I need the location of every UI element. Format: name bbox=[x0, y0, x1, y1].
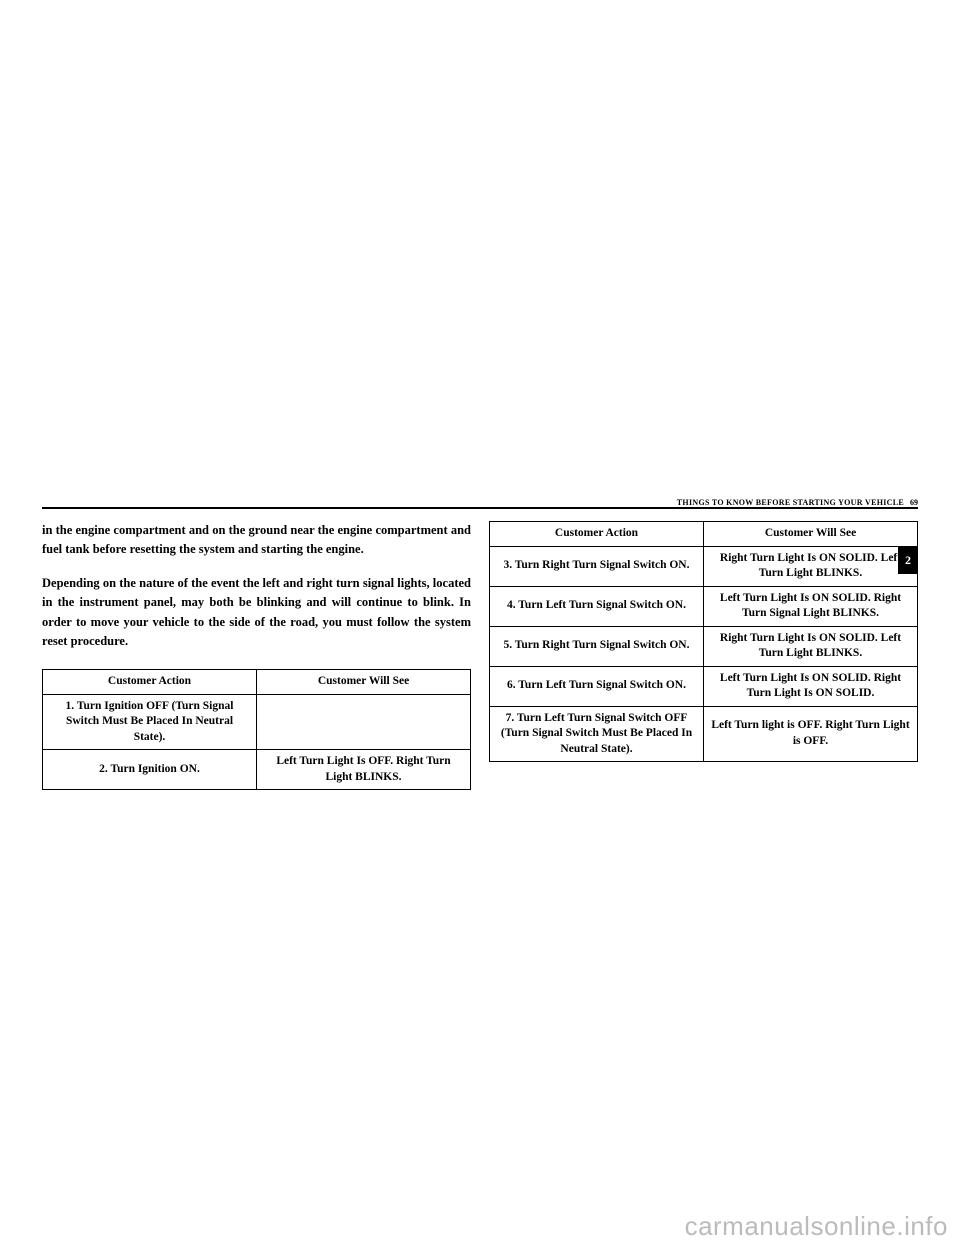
right-column: Customer Action Customer Will See 3. Tur… bbox=[489, 521, 918, 790]
chapter-tab-number: 2 bbox=[905, 553, 911, 568]
left-column: in the engine compartment and on the gro… bbox=[42, 521, 471, 790]
cell-see bbox=[257, 694, 471, 750]
header-divider bbox=[42, 507, 918, 509]
cell-see: Left Turn Light Is ON SOLID. Right Turn … bbox=[704, 586, 918, 626]
table-row: 3. Turn Right Turn Signal Switch ON. Rig… bbox=[490, 546, 918, 586]
cell-action: 5. Turn Right Turn Signal Switch ON. bbox=[490, 626, 704, 666]
table-row: 6. Turn Left Turn Signal Switch ON. Left… bbox=[490, 666, 918, 706]
header-see: Customer Will See bbox=[257, 670, 471, 695]
cell-see: Left Turn Light Is OFF. Right Turn Light… bbox=[257, 750, 471, 790]
table-header-row: Customer Action Customer Will See bbox=[490, 522, 918, 547]
two-column-layout: in the engine compartment and on the gro… bbox=[42, 521, 918, 790]
table-row: 7. Turn Left Turn Signal Switch OFF (Tur… bbox=[490, 706, 918, 762]
cell-action: 4. Turn Left Turn Signal Switch ON. bbox=[490, 586, 704, 626]
procedure-table-left: Customer Action Customer Will See 1. Tur… bbox=[42, 669, 471, 790]
table-header-row: Customer Action Customer Will See bbox=[43, 670, 471, 695]
header-action: Customer Action bbox=[43, 670, 257, 695]
page-number: 69 bbox=[910, 498, 918, 507]
header-see: Customer Will See bbox=[704, 522, 918, 547]
table-row: 4. Turn Left Turn Signal Switch ON. Left… bbox=[490, 586, 918, 626]
cell-action: 2. Turn Ignition ON. bbox=[43, 750, 257, 790]
cell-see: Left Turn Light Is ON SOLID. Right Turn … bbox=[704, 666, 918, 706]
cell-see: Right Turn Light Is ON SOLID. Left Turn … bbox=[704, 626, 918, 666]
cell-action: 3. Turn Right Turn Signal Switch ON. bbox=[490, 546, 704, 586]
paragraph-1: in the engine compartment and on the gro… bbox=[42, 521, 471, 560]
table-row: 2. Turn Ignition ON. Left Turn Light Is … bbox=[43, 750, 471, 790]
cell-see: Left Turn light is OFF. Right Turn Light… bbox=[704, 706, 918, 762]
watermark-text: carmanualsonline.info bbox=[685, 1211, 948, 1242]
table-row: 5. Turn Right Turn Signal Switch ON. Rig… bbox=[490, 626, 918, 666]
chapter-tab: 2 bbox=[898, 546, 918, 574]
section-title: THINGS TO KNOW BEFORE STARTING YOUR VEHI… bbox=[677, 498, 904, 507]
cell-action: 7. Turn Left Turn Signal Switch OFF (Tur… bbox=[490, 706, 704, 762]
cell-action: 6. Turn Left Turn Signal Switch ON. bbox=[490, 666, 704, 706]
procedure-table-right: Customer Action Customer Will See 3. Tur… bbox=[489, 521, 918, 762]
table-row: 1. Turn Ignition OFF (Turn Signal Switch… bbox=[43, 694, 471, 750]
paragraph-2: Depending on the nature of the event the… bbox=[42, 574, 471, 652]
cell-see: Right Turn Light Is ON SOLID. Left Turn … bbox=[704, 546, 918, 586]
cell-action: 1. Turn Ignition OFF (Turn Signal Switch… bbox=[43, 694, 257, 750]
page-header: THINGS TO KNOW BEFORE STARTING YOUR VEHI… bbox=[42, 498, 918, 507]
page-content: THINGS TO KNOW BEFORE STARTING YOUR VEHI… bbox=[42, 498, 918, 948]
header-action: Customer Action bbox=[490, 522, 704, 547]
